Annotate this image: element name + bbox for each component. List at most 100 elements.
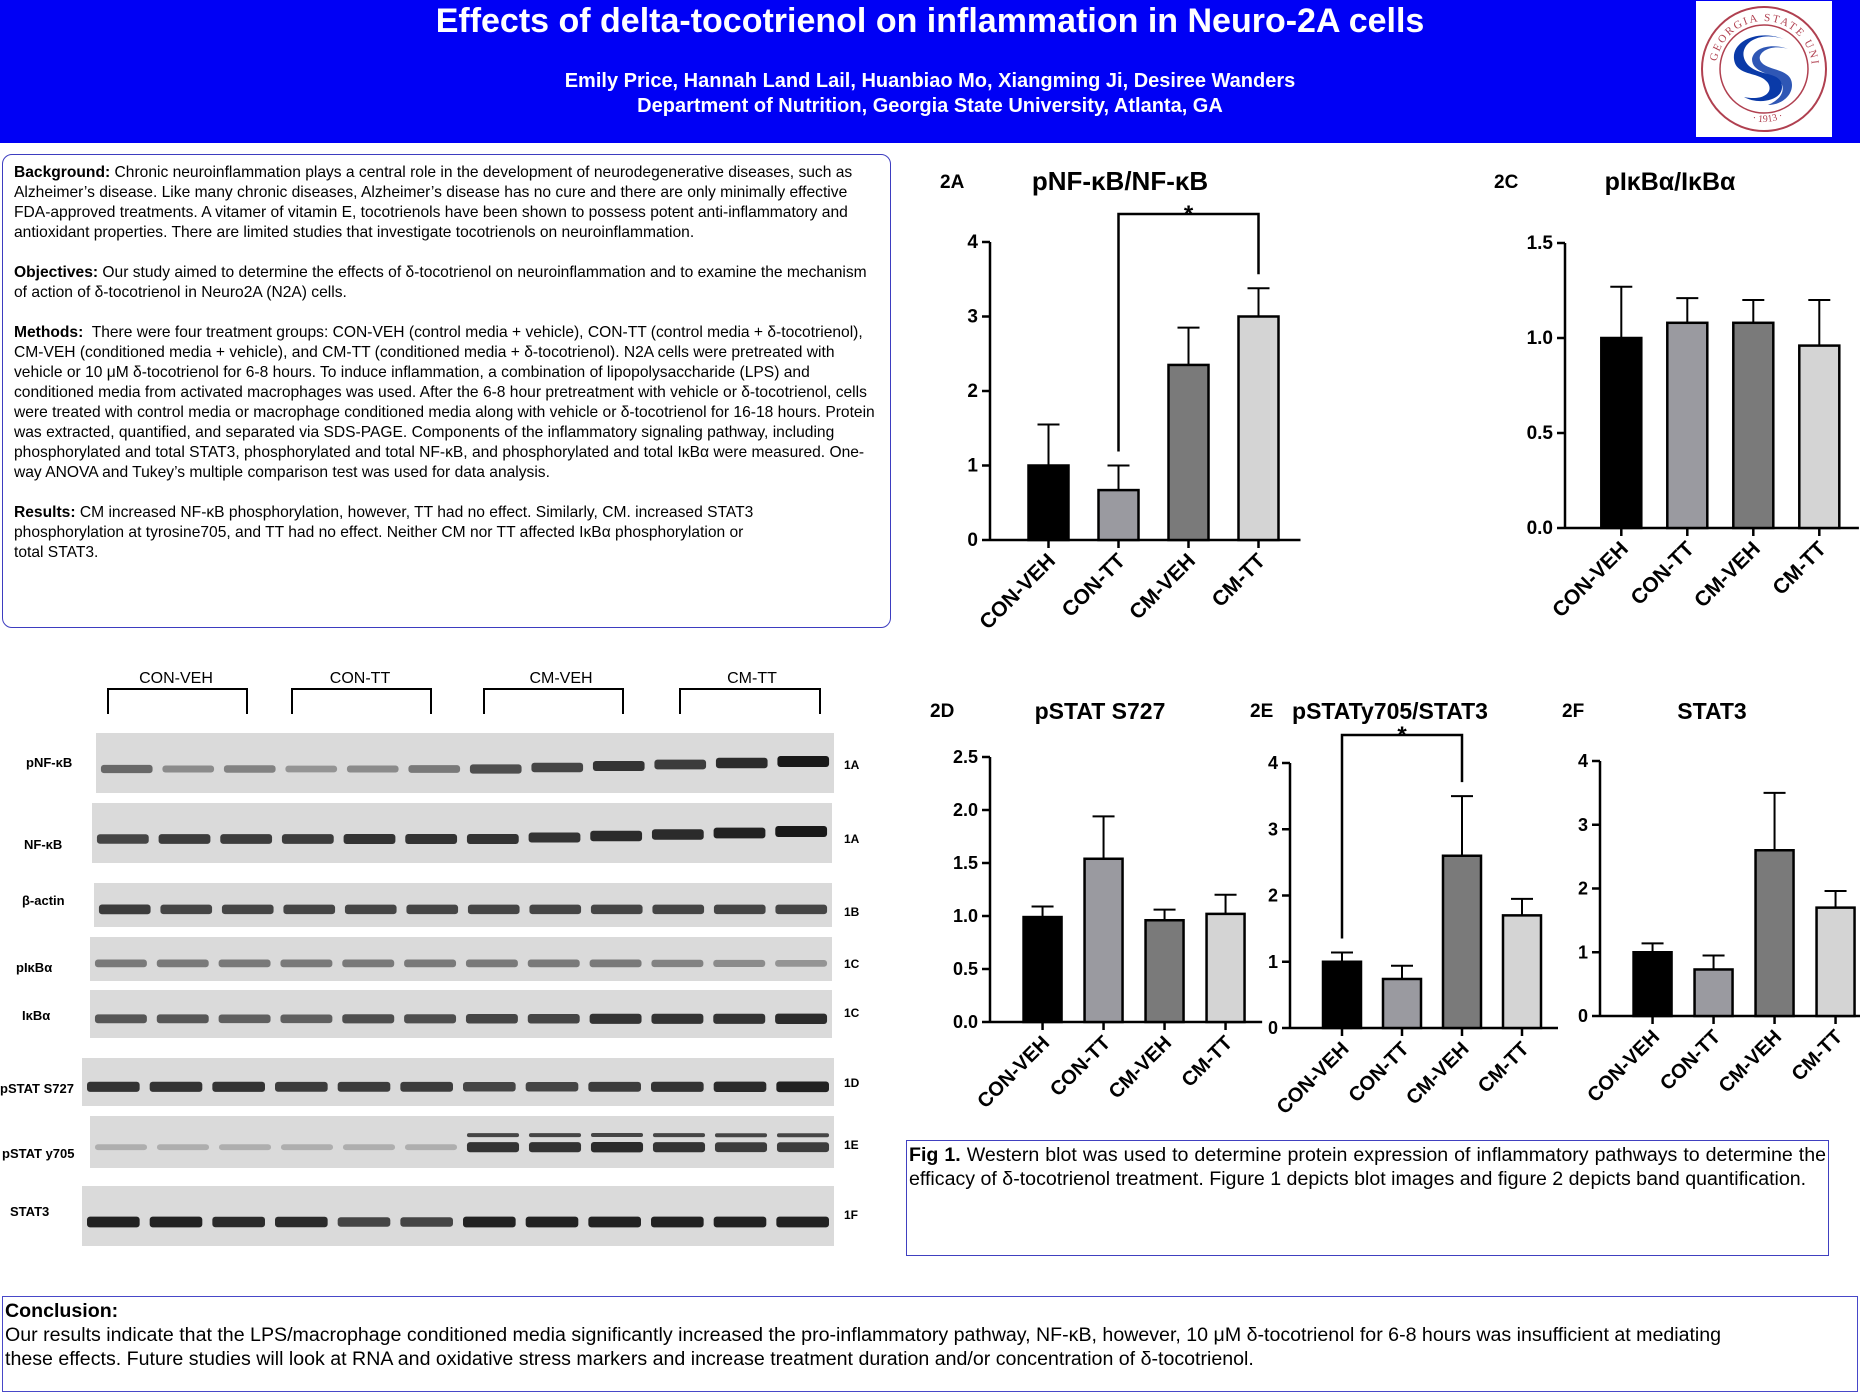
blot-band — [156, 959, 209, 968]
bar — [1754, 849, 1795, 1018]
results-label: Results: — [14, 504, 76, 521]
blot-band — [651, 1081, 704, 1092]
conclusion-text: Our results indicate that the LPS/macrop… — [5, 1324, 1722, 1370]
blot-band — [715, 757, 768, 769]
blot-band — [467, 904, 520, 915]
blot-band — [94, 1144, 148, 1151]
bar — [1205, 912, 1246, 1024]
blot-band — [156, 1144, 210, 1151]
blot-strip — [90, 1116, 834, 1168]
conclusion-box: Conclusion: Our results indicate that th… — [2, 1296, 1858, 1392]
blot-band — [465, 1014, 518, 1024]
blot-background — [82, 1058, 834, 1106]
blot-band — [527, 959, 580, 968]
blot-band — [590, 1142, 644, 1153]
blot-band — [713, 827, 766, 839]
blot-band — [158, 834, 211, 844]
blot-band — [466, 833, 519, 845]
poster-header: Effects of delta-tocotrienol on inflamma… — [0, 0, 1860, 143]
significance-marker: * — [1184, 201, 1194, 228]
y-tick-label: 1 — [1268, 952, 1278, 972]
blot-band — [405, 833, 458, 845]
blot-band — [160, 904, 213, 915]
background-label: Background: — [14, 164, 111, 181]
blot-band — [588, 1216, 641, 1228]
blot-band — [220, 834, 273, 844]
x-tick-label: CON-TT — [1626, 537, 1698, 609]
blot-figure-ref: 1C — [844, 957, 860, 971]
blot-figure-ref: 1B — [844, 905, 860, 919]
blot-band — [404, 1014, 457, 1024]
group-bracket — [291, 688, 432, 714]
blot-band — [652, 1142, 706, 1153]
x-tick-label: CON-VEH — [1583, 1026, 1664, 1107]
y-tick-label: 0.5 — [953, 959, 978, 979]
blot-band — [651, 1216, 704, 1228]
y-tick-label: 0 — [1268, 1018, 1278, 1038]
blot-row-label: STAT3 — [10, 1204, 50, 1219]
y-tick-label: 0 — [1578, 1006, 1588, 1026]
blot-band — [466, 1142, 520, 1153]
blot-band — [218, 959, 271, 968]
x-tick-label: CM-TT — [1474, 1038, 1534, 1098]
blot-band — [652, 904, 705, 915]
x-tick-label: CM-VEH — [1402, 1038, 1473, 1109]
abstract-box: Background: Chronic neuroinflammation pl… — [2, 154, 891, 628]
objectives-label: Objectives: — [14, 264, 99, 281]
blot-row-label: NF-κB — [24, 837, 63, 852]
blot-band — [776, 1142, 830, 1153]
blot-strip — [82, 1058, 834, 1106]
blot-strip — [94, 883, 832, 927]
blot-band — [525, 1216, 579, 1228]
blot-band — [590, 830, 643, 842]
blot-band — [469, 764, 522, 774]
y-tick-label: 4 — [1578, 751, 1588, 771]
x-tick-label: CM-VEH — [1125, 549, 1200, 624]
blot-group-label: CM-VEH — [529, 670, 593, 687]
blot-band — [651, 829, 704, 840]
blot-band — [344, 904, 397, 915]
bar — [1666, 321, 1709, 530]
blot-band — [713, 1013, 766, 1024]
significance-marker: * — [1397, 722, 1407, 749]
blot-band-upper — [776, 1133, 830, 1138]
blot-group-label: CON-TT — [329, 670, 391, 687]
blot-band — [280, 959, 333, 968]
methods-label: Methods: — [14, 324, 84, 341]
bar — [1693, 968, 1734, 1018]
blot-band — [342, 959, 395, 968]
blot-group-label: CON-VEH — [139, 670, 213, 687]
blot-band — [218, 1014, 271, 1024]
bar — [1022, 915, 1063, 1024]
blot-band — [406, 904, 459, 915]
x-tick-label: CON-TT — [1046, 1032, 1115, 1101]
group-bracket — [679, 688, 821, 714]
blot-band — [285, 765, 338, 773]
blot-figure-ref: 1A — [844, 758, 860, 772]
blot-band — [531, 762, 584, 773]
y-tick-label: 1.0 — [1527, 328, 1553, 349]
blot-band — [94, 959, 147, 968]
blot-band — [590, 904, 643, 915]
blot-band-upper — [528, 1133, 582, 1138]
blot-group-label: CM-TT — [727, 670, 777, 687]
blot-band-upper — [466, 1133, 520, 1138]
blot-background — [90, 937, 832, 981]
blot-band — [162, 765, 215, 773]
x-tick-label: CON-VEH — [1548, 537, 1633, 622]
blot-band — [408, 765, 461, 773]
blot-band — [651, 959, 704, 968]
blot-band — [156, 1014, 209, 1024]
blot-band — [149, 1216, 203, 1228]
y-tick-label: 0.5 — [1527, 423, 1554, 444]
blot-band — [400, 1217, 453, 1227]
x-tick-label: CON-TT — [1058, 549, 1130, 621]
x-tick-label: CON-TT — [1345, 1038, 1414, 1107]
blot-band — [588, 1081, 641, 1092]
bar — [1381, 977, 1423, 1030]
chart-id: 2A — [940, 172, 965, 193]
blot-band — [149, 1081, 203, 1092]
blot-band — [275, 1216, 328, 1228]
y-tick-label: 2.5 — [953, 747, 978, 767]
blot-band — [343, 833, 396, 845]
